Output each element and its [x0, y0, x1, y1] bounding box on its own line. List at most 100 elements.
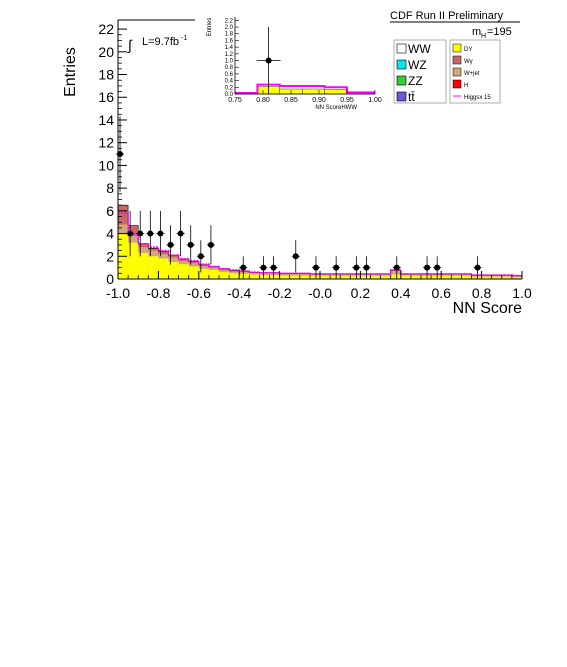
data-point-12	[270, 264, 277, 271]
x-tick-label-3: -0.4	[227, 285, 251, 301]
bar-dy-4	[158, 258, 169, 279]
data-point-11	[260, 264, 267, 271]
x-tick-label-6: 0.2	[351, 285, 371, 301]
inset-y-tick-label-10: 2.0	[225, 25, 234, 31]
legend-label-left-2: ZZ	[408, 74, 423, 88]
data-point-9	[207, 241, 214, 248]
bar-dy-28	[400, 275, 411, 279]
bar-dy-38	[501, 276, 512, 279]
inset-x-tick-label-5: 1.00	[368, 97, 382, 104]
inset-x-tick-label-2: 0.85	[284, 97, 298, 104]
data-point-10	[240, 264, 247, 271]
bar-dy-11	[229, 273, 240, 279]
bar-dy-7	[188, 266, 199, 279]
y-tick-label-4: 8	[106, 180, 114, 196]
legend-swatch-left-3	[396, 91, 407, 102]
legend-swatch-left-1	[396, 59, 407, 70]
legend-label-left-0: WW	[408, 42, 431, 56]
data-point-8	[197, 253, 204, 260]
bar-dy-2	[138, 252, 149, 279]
y-axis-label: Entries	[62, 47, 79, 97]
legend-swatch-left-0	[396, 43, 407, 54]
svg-text:m: m	[472, 26, 481, 38]
x-tick-label-9: 0.8	[472, 285, 492, 301]
data-point-0	[117, 151, 124, 158]
data-point-4	[157, 230, 164, 237]
y-tick-label-3: 6	[106, 203, 114, 219]
bar-dy-8	[198, 268, 209, 279]
data-point-2	[137, 230, 144, 237]
inset-y-tick-label-0: 0.0	[225, 92, 234, 98]
data-point-5	[167, 241, 174, 248]
y-tick-label-7: 14	[98, 112, 114, 128]
mass-label: m H =195	[472, 26, 512, 40]
x-axis-label: NN Score	[453, 300, 522, 317]
legend-label-left-1: WZ	[408, 58, 427, 72]
bar-dy-12	[239, 273, 250, 279]
bar-dy-25	[370, 275, 381, 279]
svg-text:=195: =195	[487, 26, 512, 38]
inset-y-axis-label: Entries	[207, 18, 213, 37]
inset-y-tick-label-9: 1.8	[225, 32, 234, 38]
inset-signal-line	[235, 83, 375, 94]
x-tick-label-0: -1.0	[106, 285, 130, 301]
bar-dy-17	[289, 275, 300, 279]
x-tick-label-7: 0.4	[391, 285, 411, 301]
legend-swatch-left-2	[396, 75, 407, 86]
y-tick-label-10: 20	[98, 44, 114, 60]
legend-label-right-2: W+jet	[464, 71, 480, 77]
bar-dy-9	[208, 269, 219, 279]
legend-swatch-right-2	[452, 67, 462, 77]
bar-dy-26	[380, 275, 391, 279]
bar-dy-10	[219, 272, 230, 279]
y-tick-label-11: 22	[98, 21, 114, 37]
data-point-7	[187, 241, 194, 248]
data-point-16	[353, 264, 360, 271]
inset-y-tick-label-7: 1.4	[225, 45, 234, 51]
legend-label-right-0: DY	[464, 47, 472, 53]
legend-label-right-4: Higgsx 15	[464, 95, 491, 101]
inset-bar-3	[302, 88, 325, 95]
bar-dy-3	[148, 256, 159, 279]
data-point-3	[147, 230, 154, 237]
y-tick-label-0: 0	[106, 271, 114, 287]
x-tick-label-8: 0.6	[431, 285, 451, 301]
bar-dy-31	[431, 275, 442, 279]
bar-dy-6	[178, 264, 189, 279]
bar-dy-32	[441, 275, 452, 279]
inset-y-tick-label-2: 0.4	[225, 79, 234, 85]
bar-dy-34	[461, 275, 472, 279]
legend: WW WZ ZZ tt̄ DY Wγ W+jet H Higgsx 15	[393, 39, 501, 104]
bar-dy-20	[320, 275, 331, 279]
data-point-6	[177, 230, 184, 237]
data-point-17	[363, 264, 370, 271]
legend-label-left-3: tt̄	[408, 90, 415, 104]
bar-dy-14	[259, 275, 270, 279]
data-point-18	[393, 264, 400, 271]
bar-dy-15	[269, 275, 280, 279]
inset-y-tick-label-4: 0.8	[225, 65, 234, 71]
y-tick-label-1: 2	[106, 248, 114, 264]
svg-text:H: H	[481, 33, 486, 40]
bar-dy-22	[340, 275, 351, 279]
experiment-label: CDF Run II Preliminary	[390, 10, 504, 22]
y-tick-label-8: 16	[98, 89, 114, 105]
bar-dy-21	[330, 275, 341, 279]
x-tick-label-10: 1.0	[512, 285, 532, 301]
inset-x-tick-label-4: 0.95	[340, 97, 354, 104]
bar-dy-39	[511, 277, 522, 279]
data-point-15	[333, 264, 340, 271]
y-tick-label-5: 10	[98, 157, 114, 173]
x-tick-label-4: -0.2	[268, 285, 292, 301]
bar-dy-29	[410, 275, 421, 279]
bar-dy-5	[168, 261, 179, 279]
inset-y-tick-label-3: 0.6	[225, 72, 234, 78]
data-point-21	[474, 264, 481, 271]
bar-dy-13	[249, 274, 260, 279]
inset-y-tick-label-6: 1.2	[225, 52, 234, 58]
svg-text:L=9.7fb: L=9.7fb	[142, 36, 179, 48]
bar-dy-1	[128, 242, 139, 279]
bar-dy-24	[360, 275, 371, 279]
